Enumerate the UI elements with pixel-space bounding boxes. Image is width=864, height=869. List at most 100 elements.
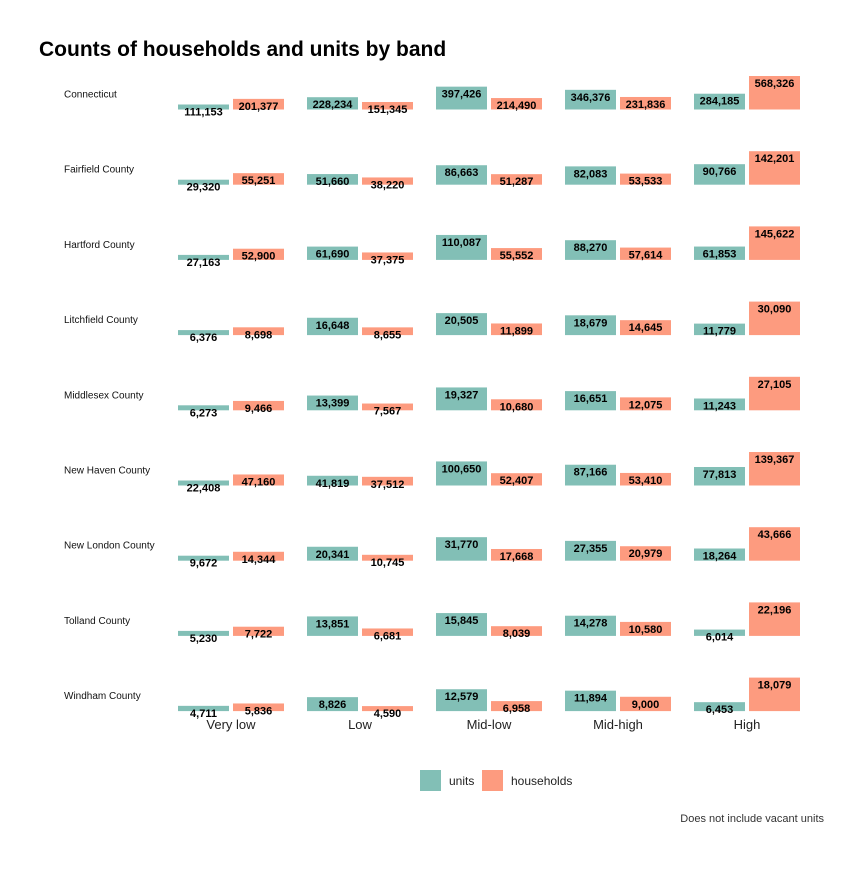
data-label: 111,153 xyxy=(184,107,223,119)
bar-units-high xyxy=(694,323,745,336)
data-label: 88,270 xyxy=(574,242,608,254)
bar-households-high xyxy=(749,151,800,185)
bar-units-very-low xyxy=(178,555,229,561)
data-label: 6,453 xyxy=(706,704,734,716)
bar-units-very-low xyxy=(178,480,229,486)
bar-units-high xyxy=(694,93,745,110)
data-label: 16,648 xyxy=(316,320,350,332)
data-label: 7,722 xyxy=(245,629,273,641)
data-label: 9,000 xyxy=(632,699,660,711)
data-label: 27,355 xyxy=(574,543,608,555)
bar-households-mid-high xyxy=(620,397,671,411)
data-label: 51,287 xyxy=(500,176,534,188)
bar-households-very-low xyxy=(233,474,284,486)
bar-households-mid-low xyxy=(491,701,542,712)
bar-households-low xyxy=(362,177,413,185)
chart-title: Counts of households and units by band xyxy=(39,38,446,61)
bar-households-high xyxy=(749,76,800,110)
facet-label: Connecticut xyxy=(64,90,117,101)
data-label: 201,377 xyxy=(239,101,279,113)
bar-households-low xyxy=(362,628,413,636)
bar-units-mid-high xyxy=(565,240,616,260)
facet-label: Windham County xyxy=(64,691,141,702)
facet-label: New London County xyxy=(64,541,155,552)
bar-households-mid-low xyxy=(491,248,542,260)
bar-households-very-low xyxy=(233,626,284,636)
facet-middlesex-county: Middlesex County 6,273 9,466 13,399 7,567 19,… xyxy=(64,376,800,419)
legend-label-households: households xyxy=(511,774,572,788)
data-label: 6,273 xyxy=(190,407,218,419)
data-label: 4,590 xyxy=(374,708,402,720)
facet-new-london-county: New London County 9,672 14,344 20,341 10,745… xyxy=(64,527,800,570)
bar-households-low xyxy=(362,476,413,486)
bar-units-mid-high xyxy=(565,166,616,185)
x-axis: Very low Low Mid-low Mid-high High xyxy=(206,717,760,732)
bar-units-low xyxy=(307,697,358,712)
data-label: 87,166 xyxy=(574,467,608,479)
data-label: 20,341 xyxy=(316,549,350,561)
facet-label: Middlesex County xyxy=(64,390,143,401)
legend: units households xyxy=(420,770,572,791)
bar-households-very-low xyxy=(233,551,284,561)
bar-units-low xyxy=(307,97,358,110)
bar-units-high xyxy=(694,466,745,486)
data-label: 214,490 xyxy=(497,100,537,112)
bar-units-mid-low xyxy=(436,613,487,636)
bar-households-mid-low xyxy=(491,399,542,411)
data-label: 31,770 xyxy=(445,539,479,551)
facet-label: New Haven County xyxy=(64,466,150,477)
bar-units-mid-high xyxy=(565,391,616,411)
bar-households-low xyxy=(362,403,413,411)
data-label: 9,466 xyxy=(245,403,273,415)
bar-units-low xyxy=(307,475,358,486)
bar-units-mid-high xyxy=(565,464,616,486)
bar-units-mid-low xyxy=(436,461,487,486)
data-label: 139,367 xyxy=(755,454,795,466)
bar-units-high xyxy=(694,164,745,185)
bar-households-very-low xyxy=(233,327,284,336)
data-label: 47,160 xyxy=(242,476,276,488)
bar-households-mid-low xyxy=(491,473,542,486)
bar-units-very-low xyxy=(178,179,229,185)
bar-units-low xyxy=(307,395,358,411)
bar-households-very-low xyxy=(233,703,284,712)
bar-households-very-low xyxy=(233,400,284,411)
bar-units-high xyxy=(694,246,745,260)
bar-units-very-low xyxy=(178,405,229,411)
data-label: 6,958 xyxy=(503,703,531,715)
data-label: 20,979 xyxy=(629,548,663,560)
facet-connecticut: Connecticut 111,153 201,377 228,234 151,345 3… xyxy=(64,76,800,119)
legend-swatch-households xyxy=(482,770,503,791)
legend-swatch-units xyxy=(420,770,441,791)
data-label: 15,845 xyxy=(445,615,479,627)
x-tick-label: Mid-low xyxy=(467,717,512,732)
data-label: 228,234 xyxy=(313,99,354,111)
data-label: 55,251 xyxy=(242,175,276,187)
bar-units-mid-low xyxy=(436,234,487,260)
data-label: 6,014 xyxy=(706,632,734,644)
facet-tolland-county: Tolland County 5,230 7,722 13,851 6,681 15,84… xyxy=(64,602,800,645)
bar-units-mid-low xyxy=(436,165,487,185)
data-label: 38,220 xyxy=(371,179,405,191)
bar-units-low xyxy=(307,174,358,185)
bar-households-high xyxy=(749,677,800,712)
bar-units-high xyxy=(694,548,745,561)
bar-units-high xyxy=(694,702,745,712)
data-label: 142,201 xyxy=(755,153,795,165)
data-label: 10,680 xyxy=(500,401,534,413)
facet-litchfield-county: Litchfield County 6,376 8,698 16,648 8,655 20… xyxy=(64,301,800,344)
data-label: 6,376 xyxy=(190,332,218,344)
bar-units-high xyxy=(694,398,745,411)
bar-households-mid-low xyxy=(491,626,542,636)
data-label: 53,533 xyxy=(629,176,663,188)
facet-new-haven-county: New Haven County 22,408 47,160 41,819 37,512… xyxy=(64,452,800,495)
data-label: 231,836 xyxy=(626,99,666,111)
bar-units-low xyxy=(307,246,358,260)
x-tick-label: High xyxy=(734,717,761,732)
data-label: 37,375 xyxy=(371,254,405,266)
data-label: 16,651 xyxy=(574,393,608,405)
bar-households-low xyxy=(362,101,413,110)
bar-households-mid-high xyxy=(620,621,671,636)
data-label: 14,344 xyxy=(242,554,277,566)
